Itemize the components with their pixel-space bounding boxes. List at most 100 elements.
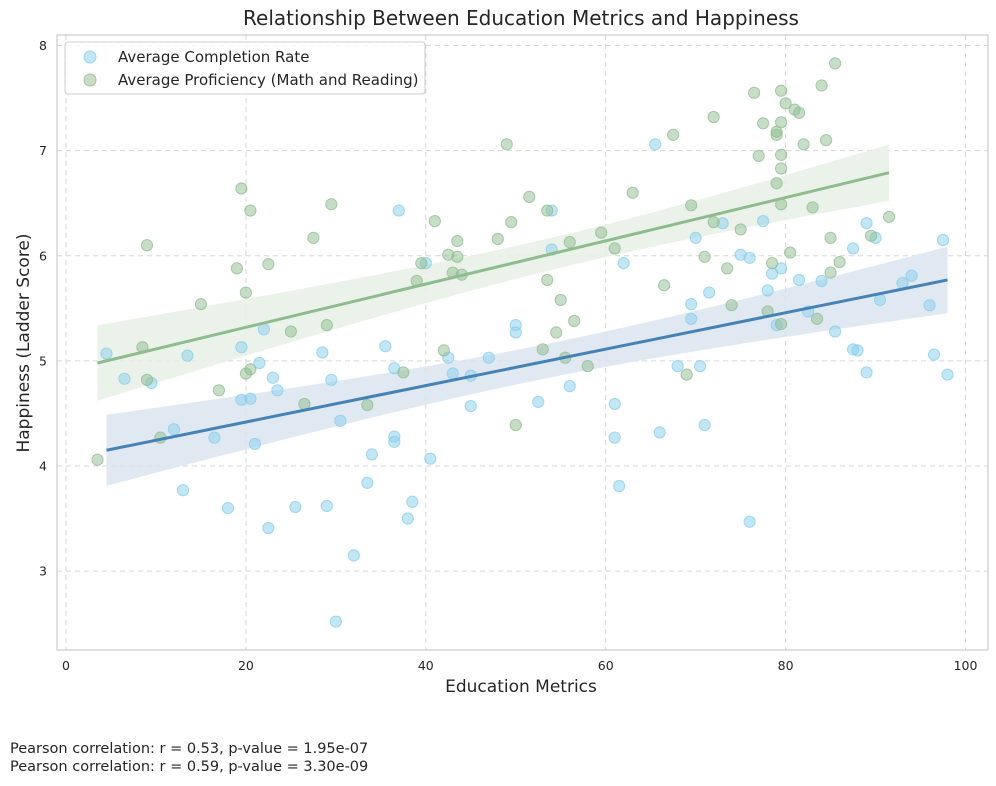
y-tick-label: 8 — [39, 38, 47, 53]
regression-line — [97, 171, 890, 365]
regression-line — [106, 278, 948, 452]
data-point — [581, 360, 594, 373]
data-point — [923, 299, 936, 312]
data-point — [505, 216, 518, 229]
data-point — [757, 117, 770, 130]
data-point — [752, 149, 765, 162]
data-point — [334, 414, 347, 427]
data-point — [262, 258, 275, 271]
data-point — [140, 239, 154, 252]
data-point — [244, 392, 257, 405]
data-point — [797, 138, 810, 151]
legend-marker-proficiency — [83, 73, 97, 87]
data-point — [707, 110, 720, 124]
data-point — [244, 204, 257, 217]
data-point — [230, 262, 244, 275]
y-tick-label: 7 — [39, 143, 47, 158]
data-point — [329, 615, 342, 628]
data-point — [446, 367, 459, 380]
data-point — [734, 223, 747, 236]
data-point — [873, 293, 887, 307]
data-point — [810, 312, 824, 325]
data-point — [698, 418, 711, 432]
x-tick-label: 100 — [954, 658, 978, 673]
data-point — [523, 190, 536, 203]
data-point — [653, 426, 666, 439]
legend: Average Completion Rate Average Proficie… — [64, 41, 426, 95]
chart-title: Relationship Between Education Metrics a… — [243, 6, 799, 30]
data-point — [253, 356, 266, 370]
data-point — [689, 231, 702, 244]
y-axis-label: Happiness (Ladder Score) — [14, 233, 34, 452]
legend-label-completion: Average Completion Rate — [118, 48, 309, 66]
data-point — [347, 549, 360, 562]
data-point — [428, 214, 441, 228]
data-point — [266, 371, 279, 384]
data-point — [167, 423, 181, 436]
data-point — [864, 229, 878, 242]
axis-ticks: 0 20 40 60 80 100 3 4 5 6 7 8 — [39, 38, 977, 673]
data-point — [235, 182, 248, 195]
data-point — [806, 201, 819, 214]
data-point — [509, 418, 522, 432]
data-point — [779, 97, 792, 110]
data-point — [608, 431, 621, 444]
data-point — [775, 262, 788, 275]
data-point — [100, 347, 113, 360]
data-point — [770, 177, 783, 190]
data-point — [860, 366, 873, 379]
data-point — [554, 293, 567, 307]
data-point — [766, 257, 779, 270]
data-point — [743, 251, 756, 264]
plot-frame — [56, 34, 989, 651]
data-point — [401, 512, 414, 525]
data-point — [181, 349, 194, 362]
data-point — [388, 430, 401, 443]
x-axis-label: Education Metrics — [445, 677, 597, 697]
data-point — [509, 326, 522, 339]
data-point — [541, 273, 554, 287]
data-point — [694, 360, 707, 373]
data-point — [464, 400, 477, 413]
data-point — [721, 262, 734, 275]
x-tick-label: 40 — [418, 658, 434, 673]
correlation-text-completion: Pearson correlation: r = 0.53, p-value =… — [10, 741, 369, 757]
data-point — [491, 232, 504, 246]
data-point — [482, 351, 495, 364]
data-point — [563, 380, 576, 393]
data-point — [239, 286, 252, 299]
x-tick-label: 0 — [62, 658, 70, 673]
data-point — [320, 499, 333, 513]
data-point — [757, 214, 770, 228]
data-point — [451, 234, 464, 248]
data-point — [284, 325, 297, 338]
y-tick-label: 6 — [39, 248, 47, 263]
data-point — [194, 298, 208, 311]
data-point — [424, 452, 437, 465]
data-point — [608, 242, 621, 255]
data-point — [248, 437, 261, 451]
data-point — [208, 431, 221, 444]
data-point — [685, 199, 698, 212]
data-point — [532, 395, 545, 408]
data-point — [235, 341, 248, 354]
data-point — [725, 299, 738, 312]
x-tick-label: 60 — [598, 658, 614, 673]
data-point — [667, 128, 680, 141]
y-tick-label: 4 — [39, 459, 47, 474]
data-point — [882, 210, 896, 223]
data-point — [365, 448, 378, 461]
data-point — [361, 476, 374, 489]
data-point — [608, 397, 621, 411]
data-point — [325, 198, 338, 211]
data-point — [698, 250, 711, 263]
data-point — [671, 360, 684, 373]
data-point — [860, 217, 873, 230]
correlation-text-proficiency: Pearson correlation: r = 0.59, p-value =… — [10, 759, 369, 775]
regression-lines — [97, 171, 948, 452]
data-point — [819, 134, 833, 147]
data-point — [936, 233, 950, 247]
data-point — [770, 128, 783, 141]
data-point — [828, 325, 842, 338]
data-point — [262, 521, 275, 535]
